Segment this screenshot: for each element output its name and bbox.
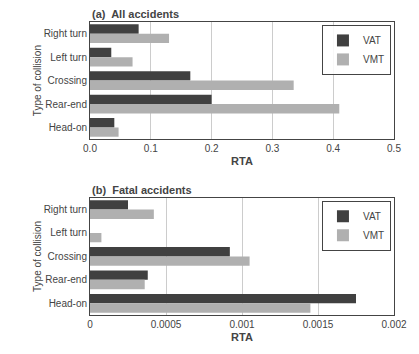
svg-text:Type of collision: Type of collision xyxy=(32,221,43,292)
svg-text:Head-on: Head-on xyxy=(49,298,87,309)
svg-text:0.1: 0.1 xyxy=(144,143,158,154)
svg-text:Head-on: Head-on xyxy=(49,122,87,133)
svg-text:Crossing: Crossing xyxy=(48,75,87,86)
svg-text:(b) Fatal accidents: (b) Fatal accidents xyxy=(92,184,192,196)
svg-text:Left turn: Left turn xyxy=(50,52,87,63)
svg-text:Right turn: Right turn xyxy=(44,28,87,39)
svg-text:Type of collision: Type of collision xyxy=(32,45,43,116)
svg-text:VAT: VAT xyxy=(363,211,381,222)
svg-text:0.0015: 0.0015 xyxy=(303,319,334,330)
svg-text:Rear-end: Rear-end xyxy=(45,99,87,110)
svg-text:0.002: 0.002 xyxy=(381,319,406,330)
svg-text:Crossing: Crossing xyxy=(48,251,87,262)
svg-text:VMT: VMT xyxy=(363,54,384,65)
svg-text:0.2: 0.2 xyxy=(205,143,219,154)
svg-text:0.5: 0.5 xyxy=(387,143,401,154)
svg-text:0.0: 0.0 xyxy=(83,143,97,154)
svg-text:VAT: VAT xyxy=(363,35,381,46)
svg-text:0.001: 0.001 xyxy=(229,319,254,330)
svg-text:0.3: 0.3 xyxy=(265,143,279,154)
svg-text:0: 0 xyxy=(87,319,93,330)
svg-text:VMT: VMT xyxy=(363,230,384,241)
svg-text:Right turn: Right turn xyxy=(44,204,87,215)
svg-text:0.0005: 0.0005 xyxy=(151,319,182,330)
svg-text:RTA: RTA xyxy=(231,331,253,343)
svg-text:Left turn: Left turn xyxy=(50,227,87,238)
svg-text:RTA: RTA xyxy=(231,155,253,167)
svg-text:0.4: 0.4 xyxy=(326,143,340,154)
svg-text:(a) All accidents: (a) All accidents xyxy=(92,8,179,20)
svg-text:Rear-end: Rear-end xyxy=(45,274,87,285)
